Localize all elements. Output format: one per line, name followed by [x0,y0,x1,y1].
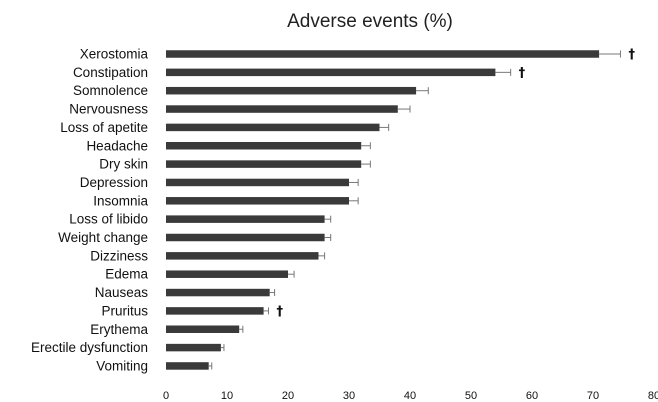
error-bar [495,68,512,76]
category-label: Somnolence [73,83,148,98]
error-bar [324,215,332,223]
error-bar [379,123,390,131]
error-bar [349,197,359,205]
bar-erythema [166,325,240,333]
error-bars [208,50,621,370]
error-bar [599,50,621,58]
category-label: Loss of apetite [60,120,148,135]
category-label: Pruritus [101,303,148,318]
category-label: Nauseas [95,285,149,300]
x-tick-label: 50 [465,390,477,402]
error-bar [361,142,371,150]
category-label: Insomnia [93,193,148,208]
x-tick-label: 60 [526,390,538,402]
category-labels: Xerostomia Constipation Somnolence Nervousn… [31,47,149,374]
category-label: Vomiting [96,358,148,373]
error-bar [361,160,371,168]
bar-somnolence [166,86,417,95]
bar-constipation [166,68,496,77]
x-tick-label: 0 [163,390,169,402]
bar-erectile-dysfunction [166,343,221,352]
error-bar [263,307,269,315]
error-bar [239,325,244,333]
category-label: Loss of libido [69,212,148,227]
error-bar [324,234,332,241]
bar-weight-change [166,233,325,242]
bars [166,50,600,370]
category-label: Headache [86,138,148,153]
bar-xerostomia [166,50,600,58]
bar-insomnia [166,197,349,205]
category-label: Constipation [73,65,148,80]
bar-nauseas [166,288,270,297]
bar-edema [166,270,288,278]
significance-dagger: † [628,48,635,63]
bar-dizziness [166,252,319,260]
category-label: Xerostomia [80,47,149,62]
x-tick-label: 30 [343,390,355,402]
bar-pruritus [166,307,264,315]
bar-loss-of-libido [166,215,325,223]
category-label: Depression [80,175,148,190]
bar-depression [166,178,349,187]
annotations: † † † [276,48,635,320]
category-label: Weight change [58,230,148,245]
category-label: Erectile dysfunction [31,340,148,355]
category-label: Erythema [90,322,148,337]
error-bar [220,344,225,352]
chart-title: Adverse events (%) [287,11,453,32]
x-tick-label: 20 [282,390,294,402]
x-tick-label: 40 [404,390,416,402]
significance-dagger: † [519,66,526,81]
error-bar [288,270,295,278]
category-label: Nervousness [69,102,148,117]
bar-dry-skin [166,160,362,168]
category-label: Dry skin [99,157,148,172]
error-bar [208,362,213,370]
error-bar [349,178,359,186]
category-label: Dizziness [90,248,148,263]
bar-headache [166,142,362,150]
error-bar [318,252,326,260]
bar-vomiting [166,362,209,370]
error-bar [416,87,429,95]
x-axis-ticks: 0 10 20 30 40 50 60 70 80 [163,390,658,402]
bar-nervousness [166,105,398,113]
x-tick-label: 70 [587,390,599,402]
significance-dagger: † [276,304,283,319]
bar-loss-of-apetite [166,123,380,132]
x-tick-label: 80 [648,390,658,402]
error-bar [397,105,411,113]
category-label: Edema [105,267,148,282]
error-bar [269,289,276,297]
x-tick-label: 10 [221,390,233,402]
